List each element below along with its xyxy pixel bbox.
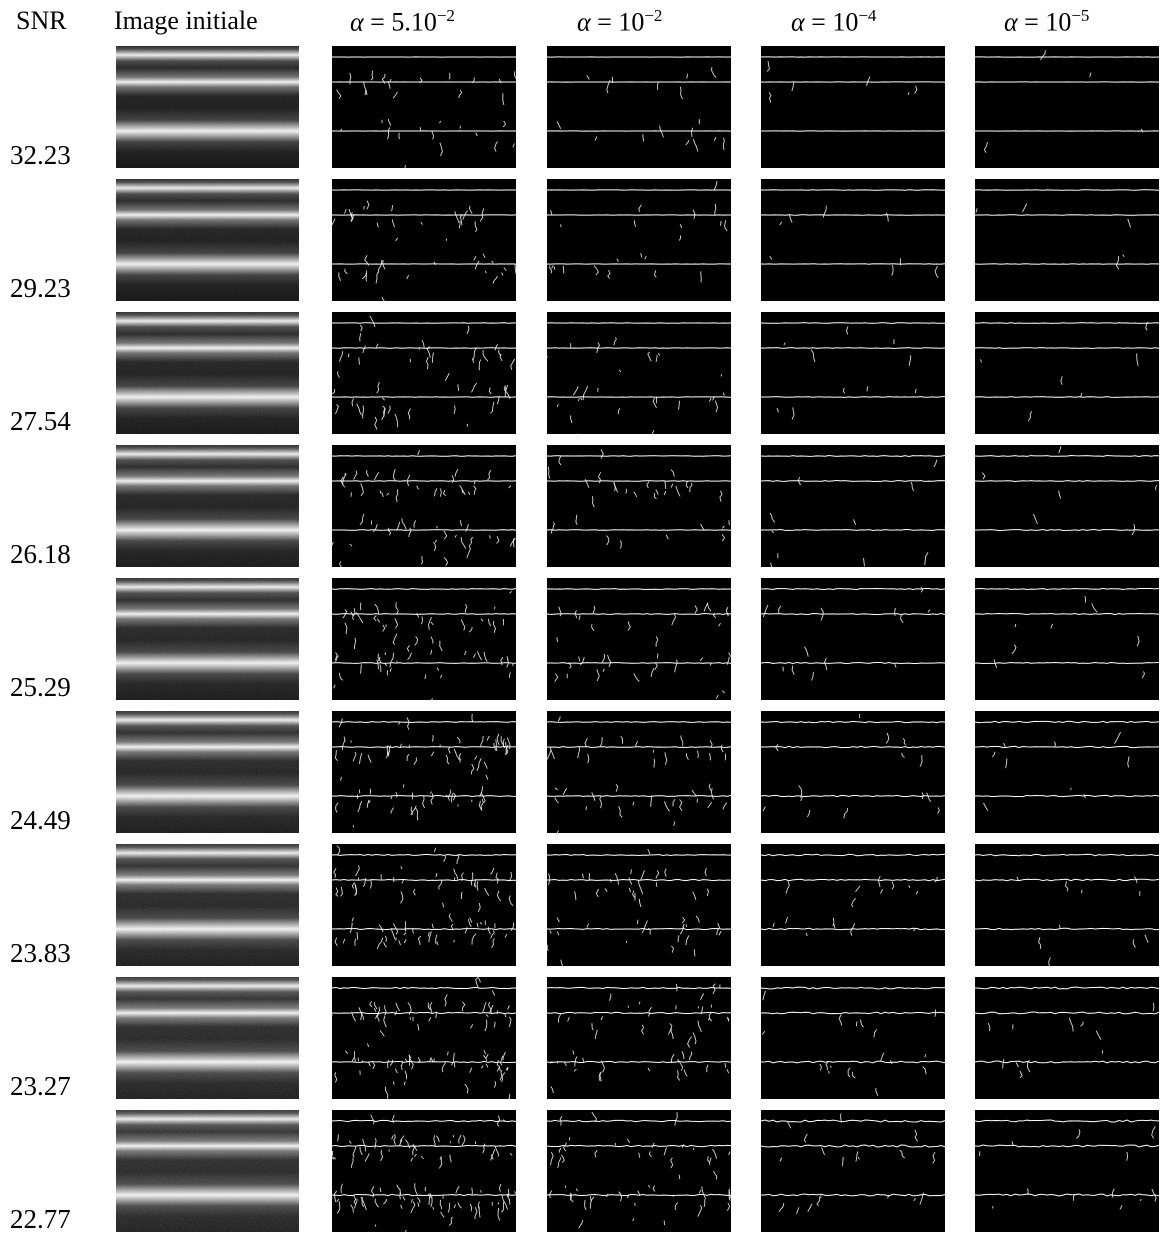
edge-map-alpha-4 [975, 179, 1159, 301]
edge-map-alpha-4 [975, 711, 1159, 833]
edge-map-alpha-4 [975, 312, 1159, 434]
initial-image [116, 445, 299, 567]
edge-map-alpha-4 [975, 1110, 1159, 1232]
edge-map-alpha-2 [547, 312, 731, 434]
edge-map-alpha-3 [761, 445, 945, 567]
edge-map-alpha-3 [761, 977, 945, 1099]
edge-map-alpha-4 [975, 46, 1159, 168]
initial-image [116, 977, 299, 1099]
edge-map-alpha-1 [332, 977, 516, 1099]
edge-map-alpha-2 [547, 179, 731, 301]
snr-value: 24.49 [10, 805, 71, 835]
edge-map-alpha-1 [332, 312, 516, 434]
edge-map-alpha-4 [975, 445, 1159, 567]
edge-map-alpha-1 [332, 711, 516, 833]
edge-map-alpha-2 [547, 46, 731, 168]
snr-value: 27.54 [10, 406, 71, 436]
edge-map-alpha-2 [547, 711, 731, 833]
header-alpha-3: α = 10−4 [791, 6, 877, 37]
header-alpha-1: α = 5.10−2 [350, 6, 455, 37]
edge-map-alpha-1 [332, 844, 516, 966]
edge-map-alpha-2 [547, 844, 731, 966]
initial-image [116, 711, 299, 833]
snr-value: 25.29 [10, 672, 71, 702]
header-alpha-4: α = 10−5 [1004, 6, 1090, 37]
edge-map-alpha-1 [332, 1110, 516, 1232]
edge-map-alpha-3 [761, 844, 945, 966]
edge-map-alpha-3 [761, 46, 945, 168]
initial-image [116, 578, 299, 700]
initial-image [116, 179, 299, 301]
initial-image [116, 46, 299, 168]
edge-map-alpha-1 [332, 445, 516, 567]
edge-map-alpha-4 [975, 578, 1159, 700]
initial-image [116, 1110, 299, 1232]
edge-map-alpha-3 [761, 711, 945, 833]
snr-value: 32.23 [10, 140, 71, 170]
edge-map-alpha-2 [547, 578, 731, 700]
initial-image [116, 844, 299, 966]
snr-value: 22.77 [10, 1204, 71, 1234]
edge-map-alpha-4 [975, 977, 1159, 1099]
edge-map-alpha-2 [547, 1110, 731, 1232]
edge-map-alpha-3 [761, 179, 945, 301]
snr-value: 29.23 [10, 273, 71, 303]
initial-image [116, 312, 299, 434]
edge-map-alpha-2 [547, 445, 731, 567]
snr-value: 26.18 [10, 539, 71, 569]
edge-map-alpha-1 [332, 578, 516, 700]
edge-map-alpha-2 [547, 977, 731, 1099]
edge-map-alpha-3 [761, 312, 945, 434]
edge-map-alpha-1 [332, 179, 516, 301]
edge-map-alpha-3 [761, 578, 945, 700]
header-initial-image: Image initiale [114, 6, 258, 35]
snr-value: 23.27 [10, 1071, 71, 1101]
edge-map-alpha-4 [975, 844, 1159, 966]
header-snr: SNR [16, 6, 67, 35]
snr-value: 23.83 [10, 938, 71, 968]
header-alpha-2: α = 10−2 [577, 6, 663, 37]
edge-map-alpha-3 [761, 1110, 945, 1232]
edge-map-alpha-1 [332, 46, 516, 168]
